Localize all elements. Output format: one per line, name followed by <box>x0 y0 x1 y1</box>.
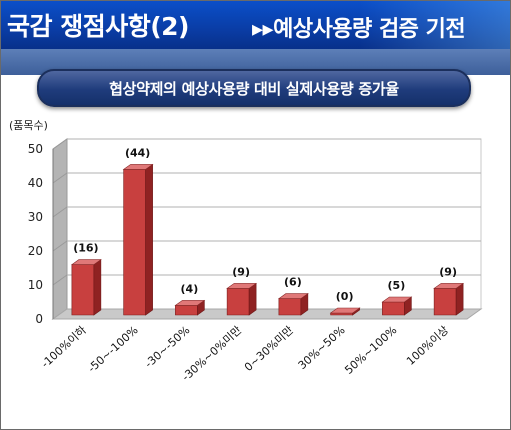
bar-top <box>226 283 258 289</box>
x-tick-label: 30%~50% <box>296 324 348 373</box>
y-tick-label: 10 <box>28 278 43 292</box>
chart-title-banner: 협상약제의 예상사용량 대비 실제사용량 증가율 <box>37 69 471 107</box>
header-glow <box>360 1 510 49</box>
data-label: (4) <box>181 282 199 295</box>
bar <box>71 264 95 316</box>
bar <box>226 288 250 316</box>
y-tick-label: 20 <box>28 244 43 258</box>
x-tick-label: -100%이하 <box>38 323 89 371</box>
gridline-side <box>52 240 68 252</box>
x-tick-label: 100%이상 <box>404 324 451 368</box>
chart-title: 협상약제의 예상사용량 대비 실제사용량 증가율 <box>109 80 399 98</box>
data-label: (16) <box>73 242 98 255</box>
chart-side-wall <box>52 138 68 320</box>
bar-top <box>174 300 206 306</box>
data-label: (44) <box>125 146 150 159</box>
bar-chart: 0 10 20 30 40 50 (품목수) (16) -100%이하 (44) -50~-100%… <box>9 119 483 384</box>
data-label: (6) <box>284 276 302 289</box>
x-tick-label: -50~-100% <box>85 324 140 376</box>
gridline-side <box>52 274 68 286</box>
data-label: (5) <box>388 279 406 292</box>
y-tick-label: 30 <box>28 210 43 224</box>
bar-side <box>248 282 257 316</box>
data-label: (9) <box>439 265 457 278</box>
bar <box>382 301 405 316</box>
bar <box>175 305 198 316</box>
bar-top <box>122 164 154 170</box>
y-tick-label: 40 <box>28 176 43 190</box>
page-title: 국감 쟁점사항(2) <box>7 12 189 41</box>
data-label: (0) <box>336 290 354 303</box>
data-label: (9) <box>232 265 250 278</box>
bar-top <box>381 296 413 303</box>
page-subtitle: ▸▸예상사용량 검증 기전 <box>252 17 466 42</box>
x-tick-label: 50%~100% <box>342 324 399 377</box>
header-bar: 국감 쟁점사항(2) ▸▸예상사용량 검증 기전 <box>1 1 510 49</box>
bar-side <box>455 282 464 316</box>
x-tick-label: -30~-50% <box>142 324 192 371</box>
chart-floor <box>51 308 483 320</box>
bar-top <box>70 259 102 265</box>
gridline-side <box>52 138 68 150</box>
bar <box>123 169 146 316</box>
gridline-side <box>52 172 68 184</box>
bar-top <box>433 283 465 289</box>
bar-side <box>145 163 153 316</box>
gridline-side <box>52 206 68 218</box>
y-tick-label: 50 <box>28 142 43 156</box>
bar-top <box>329 307 361 314</box>
bar-top <box>277 293 309 299</box>
y-tick-label: 0 <box>35 312 43 326</box>
bar <box>278 298 302 316</box>
x-tick-label: 0~30%미만 <box>242 324 296 374</box>
bar <box>433 288 457 316</box>
y-axis-label: (품목수) <box>9 119 48 132</box>
bar-side <box>93 259 102 316</box>
